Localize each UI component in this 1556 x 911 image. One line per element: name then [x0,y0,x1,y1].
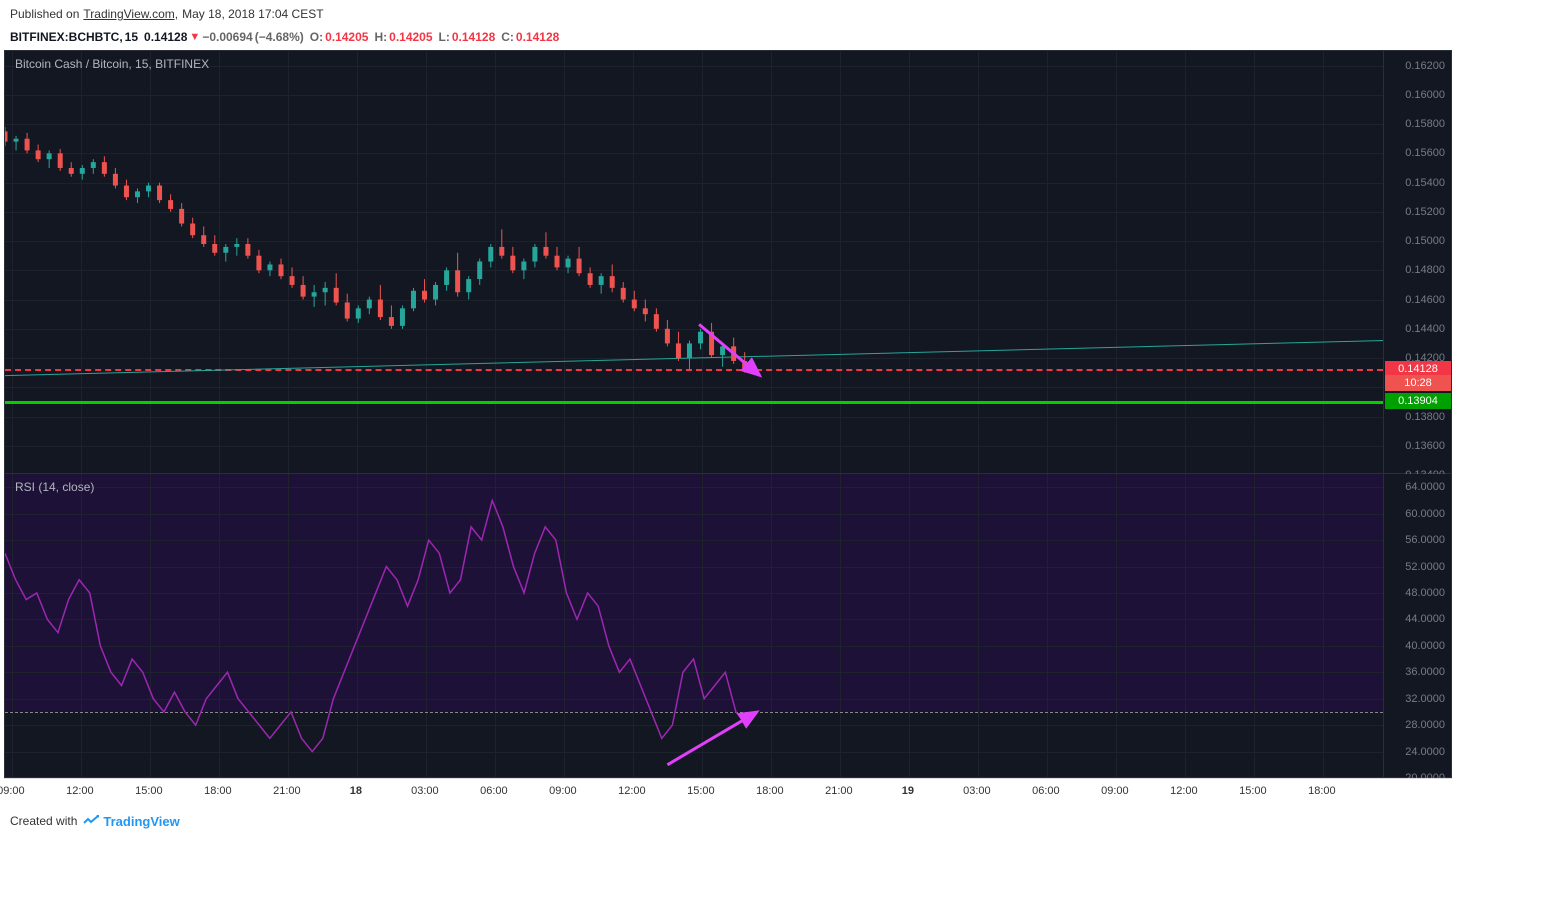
ticker-interval: 15 [125,30,138,44]
time-tick: 18:00 [756,785,784,797]
price-ytick: 0.15600 [1405,147,1445,159]
ticker-change: −0.00694 [202,30,252,44]
ticker-h: 0.14205 [389,30,432,44]
price-ytick: 0.13800 [1405,411,1445,423]
rsi-ytick: 60.0000 [1405,508,1445,520]
price-marker: 0.13904 [1385,393,1451,409]
price-ytick: 0.15200 [1405,206,1445,218]
publish-datetime: May 18, 2018 17:04 CEST [182,7,323,21]
published-label: Published on [10,7,79,21]
price-ytick: 0.15800 [1405,118,1445,130]
price-ytick: 0.14400 [1405,323,1445,335]
time-tick: 03:00 [963,785,991,797]
time-tick: 21:00 [273,785,301,797]
ticker-c: 0.14128 [516,30,559,44]
l-label: L: [439,30,450,44]
price-ytick: 0.16000 [1405,89,1445,101]
h-label: H: [374,30,387,44]
rsi-ytick: 24.0000 [1405,746,1445,758]
price-ytick: 0.14600 [1405,294,1445,306]
time-tick: 06:00 [1032,785,1060,797]
rsi-chart-area[interactable] [5,474,1383,777]
rsi-ytick: 36.0000 [1405,666,1445,678]
o-label: O: [310,30,323,44]
ticker-pct: (−4.68%) [255,30,304,44]
tv-logo-icon [83,815,99,827]
time-tick: 09:00 [0,785,25,797]
time-tick: 03:00 [411,785,439,797]
price-ytick: 0.16200 [1405,60,1445,72]
ticker-l: 0.14128 [452,30,495,44]
price-ytick: 0.15000 [1405,235,1445,247]
time-tick: 12:00 [66,785,94,797]
rsi-ytick: 52.0000 [1405,561,1445,573]
ticker-last: 0.14128 [144,30,187,44]
time-tick: 19 [902,785,914,797]
rsi-panel[interactable]: RSI (14, close) 64.0000 60.0000 56.0000 52.… [4,474,1452,778]
price-marker: 10:28 [1385,375,1451,391]
down-arrow-icon: ▼ [189,31,200,43]
time-tick: 18:00 [1308,785,1336,797]
time-tick: 06:00 [480,785,508,797]
time-tick: 18:00 [204,785,232,797]
ticker-symbol: BITFINEX:BCHBTC, [10,30,123,44]
created-with: Created with [10,814,77,828]
site-link[interactable]: TradingView.com, [83,7,178,21]
time-tick: 18 [350,785,362,797]
time-axis[interactable]: 09:00 12:00 15:00 18:00 21:00 18 03:00 06:00 09:… [4,778,1452,806]
price-y-axis[interactable]: 0.16200 0.16000 0.15800 0.15600 0.15400 0.152… [1383,51,1451,473]
ticker-bar: BITFINEX:BCHBTC, 15 0.14128 ▼ −0.00694 (… [0,28,1556,50]
price-panel[interactable]: Bitcoin Cash / Bitcoin, 15, BITFINEX 0.1… [4,50,1452,474]
chart-container[interactable]: Bitcoin Cash / Bitcoin, 15, BITFINEX 0.1… [4,50,1452,806]
price-ytick: 0.13600 [1405,440,1445,452]
rsi-ytick: 48.0000 [1405,587,1445,599]
price-chart-area[interactable] [5,51,1383,473]
time-tick: 12:00 [1170,785,1198,797]
price-ytick: 0.14800 [1405,264,1445,276]
time-tick: 09:00 [549,785,577,797]
time-tick: 12:00 [618,785,646,797]
rsi-title: RSI (14, close) [15,480,94,494]
price-chart-title: Bitcoin Cash / Bitcoin, 15, BITFINEX [15,57,209,71]
rsi-ytick: 40.0000 [1405,640,1445,652]
time-tick: 09:00 [1101,785,1129,797]
c-label: C: [501,30,514,44]
rsi-ytick: 28.0000 [1405,719,1445,731]
rsi-ytick: 64.0000 [1405,481,1445,493]
rsi-ytick: 32.0000 [1405,693,1445,705]
tradingview-logo[interactable]: TradingView [83,814,179,829]
rsi-ytick: 44.0000 [1405,613,1445,625]
rsi-y-axis[interactable]: 64.0000 60.0000 56.0000 52.0000 48.0000 44.00… [1383,474,1451,777]
time-tick: 21:00 [825,785,853,797]
ticker-o: 0.14205 [325,30,368,44]
rsi-ytick: 56.0000 [1405,534,1445,546]
time-tick: 15:00 [135,785,163,797]
header-bar: Published on TradingView.com, May 18, 20… [0,0,1556,28]
time-tick: 15:00 [1239,785,1267,797]
footer: Created with TradingView [0,806,1556,836]
time-tick: 15:00 [687,785,715,797]
price-ytick: 0.15400 [1405,177,1445,189]
